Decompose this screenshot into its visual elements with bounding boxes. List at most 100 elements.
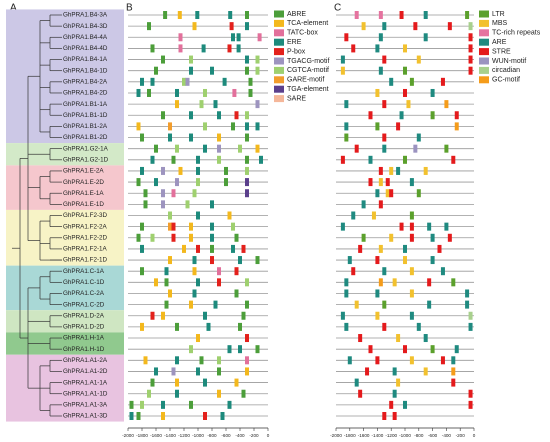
- cis-element: [196, 155, 200, 164]
- cis-element: [229, 22, 234, 31]
- cis-element: [238, 256, 242, 265]
- cis-element: [168, 122, 172, 131]
- cis-element: [385, 189, 390, 198]
- cis-element: [168, 289, 172, 298]
- cis-element: [231, 33, 235, 42]
- cis-element: [210, 256, 214, 265]
- cis-element: [136, 122, 141, 131]
- cis-element: [161, 311, 165, 320]
- legend-label: P-box: [287, 48, 306, 55]
- cis-element: [210, 244, 214, 253]
- cis-element: [354, 144, 359, 153]
- legend-label: TC-rich repeats: [492, 30, 541, 37]
- cis-element: [378, 66, 383, 75]
- cis-element: [147, 88, 151, 97]
- cis-element: [403, 400, 407, 409]
- cis-element: [255, 66, 260, 75]
- cis-element: [245, 122, 249, 131]
- cis-element: [430, 233, 435, 242]
- cis-element: [382, 100, 387, 109]
- cis-element: [245, 189, 249, 198]
- clade-background: [6, 165, 124, 210]
- cis-element: [255, 345, 260, 354]
- legend-swatch: [274, 76, 284, 84]
- cis-element: [175, 100, 179, 109]
- x-tick-label: 0: [473, 433, 476, 438]
- cis-element: [231, 222, 235, 231]
- cis-element: [154, 178, 158, 187]
- x-tick-label: -400: [442, 433, 452, 438]
- cis-element: [340, 155, 345, 164]
- cis-element: [354, 378, 359, 387]
- cis-element: [358, 244, 363, 253]
- cis-element: [361, 200, 366, 209]
- cis-element: [444, 100, 449, 109]
- cis-element: [382, 412, 387, 420]
- gene-label: GhPRA1.B1-1D: [63, 112, 108, 119]
- cis-element: [378, 11, 383, 19]
- cis-element: [234, 378, 239, 387]
- gene-label: GhPRA1.B4-1A: [63, 56, 108, 63]
- cis-element: [161, 111, 165, 120]
- cis-element: [140, 322, 144, 331]
- cis-element: [375, 311, 380, 320]
- cis-element: [189, 400, 193, 409]
- cis-element: [177, 11, 182, 19]
- cis-element: [150, 155, 155, 164]
- gene-label: GhPRA1.E-2A: [63, 168, 104, 175]
- cis-element: [224, 166, 228, 175]
- cis-element: [375, 88, 380, 97]
- clade-background: [6, 9, 124, 144]
- cis-element: [409, 211, 414, 220]
- cis-element: [392, 412, 397, 420]
- legend-swatch: [274, 10, 284, 18]
- cis-element: [406, 100, 411, 109]
- gene-label: GhPRA1.A1-2A: [63, 357, 108, 364]
- cis-element: [150, 77, 155, 86]
- legend-swatch: [274, 38, 284, 46]
- cis-element: [192, 267, 197, 276]
- cis-element: [378, 278, 383, 287]
- gene-label: GhPRA1.B1-1A: [63, 101, 108, 108]
- cis-element: [210, 66, 214, 75]
- cis-element: [241, 244, 246, 253]
- cis-element: [396, 122, 401, 131]
- cis-element: [217, 267, 221, 276]
- cis-element: [468, 311, 473, 320]
- clade-background: [6, 310, 124, 333]
- cis-element: [465, 289, 470, 298]
- legend-label: TGACG-motif: [287, 58, 329, 65]
- cis-element: [232, 88, 237, 97]
- legend-swatch: [274, 29, 284, 37]
- clade-background: [6, 265, 124, 311]
- cis-element: [427, 278, 432, 287]
- cis-element: [136, 178, 141, 187]
- cis-element: [224, 178, 228, 187]
- cis-element: [189, 55, 193, 64]
- cis-element: [440, 77, 445, 86]
- cis-element: [392, 367, 397, 376]
- cis-element: [217, 144, 221, 153]
- cis-element: [213, 300, 218, 309]
- cis-element: [440, 267, 445, 276]
- cis-element: [136, 233, 141, 242]
- cis-element: [161, 189, 165, 198]
- cis-element: [427, 222, 432, 231]
- cis-element: [189, 111, 193, 120]
- cis-element: [203, 144, 207, 153]
- cis-element: [347, 256, 352, 265]
- cis-element: [245, 166, 249, 175]
- gene-label: GhPRA1.C-2D: [63, 301, 105, 308]
- legend-swatch: [274, 95, 284, 103]
- cis-element: [378, 244, 383, 253]
- cis-element: [344, 33, 349, 42]
- gene-label: GhPRA1.C-1D: [63, 279, 105, 286]
- cis-element: [451, 155, 456, 164]
- cis-element: [227, 345, 232, 354]
- cis-element: [354, 11, 359, 19]
- cis-element: [423, 334, 428, 343]
- cis-element: [161, 412, 165, 420]
- cis-element: [413, 144, 418, 153]
- legend-swatch: [274, 19, 284, 27]
- cis-element: [354, 300, 359, 309]
